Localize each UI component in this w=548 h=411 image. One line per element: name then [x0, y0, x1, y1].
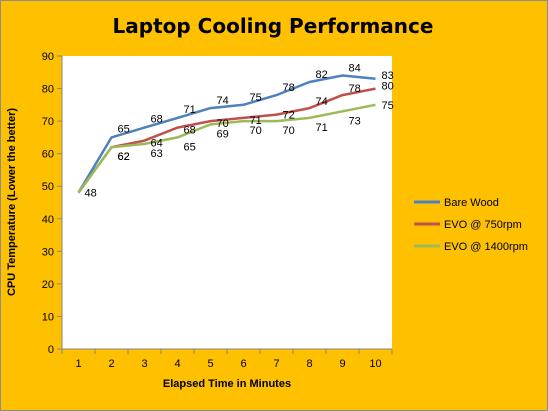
data-label: 82: [316, 69, 328, 81]
data-label: 75: [250, 92, 262, 104]
x-tick-label: 2: [108, 358, 114, 370]
data-label: 64: [151, 138, 163, 150]
y-tick-label: 0: [48, 344, 54, 356]
data-label: 62: [118, 151, 130, 163]
y-axis-title: CPU Temperature (Lower the better): [6, 108, 18, 296]
legend-label: Bare Wood: [444, 197, 499, 209]
x-axis-title: Elapsed Time in Minutes: [163, 378, 291, 390]
data-label: 62: [118, 151, 130, 163]
data-label: 84: [349, 63, 361, 75]
x-tick-label: 4: [174, 358, 180, 370]
data-label: 70: [250, 125, 262, 137]
y-tick-label: 70: [42, 116, 54, 128]
x-tick-label: 5: [207, 358, 213, 370]
data-label: 68: [151, 114, 163, 126]
series-layer: [77, 74, 376, 194]
legend: Bare Wood EVO @ 750rpm EVO @ 1400rpm: [414, 197, 528, 253]
data-label: 74: [316, 96, 328, 108]
y-tick-label: 90: [42, 51, 54, 63]
data-label: 72: [283, 110, 295, 122]
data-label: 71: [250, 115, 262, 127]
x-tick-label: 10: [369, 358, 381, 370]
x-tick-label: 9: [339, 358, 345, 370]
x-tick-label: 7: [273, 358, 279, 370]
y-tick-label: 40: [42, 214, 54, 226]
data-label: 71: [184, 104, 196, 116]
data-label: 48: [85, 188, 97, 200]
y-tick-label: 80: [42, 84, 54, 96]
plot-area: [62, 56, 392, 349]
data-label: 74: [217, 95, 229, 107]
series-line-evo-1400rpm: [77, 103, 376, 194]
y-tick-label: 30: [42, 246, 54, 258]
data-label: 73: [349, 115, 361, 127]
data-label: 71: [316, 122, 328, 134]
x-tick-label: 1: [75, 358, 81, 370]
x-tick-label: 6: [240, 358, 246, 370]
chart-title: Laptop Cooling Performance: [113, 14, 434, 38]
data-label: 83: [382, 70, 394, 82]
y-axis: 0 10 20 30 40 50 60 70 80 90: [42, 51, 63, 356]
data-label: 80: [382, 81, 394, 93]
x-tick-label: 8: [306, 358, 312, 370]
y-tick-label: 10: [42, 311, 54, 323]
legend-label: EVO @ 1400rpm: [444, 241, 528, 253]
data-label: 69: [217, 128, 229, 140]
x-tick-label: 3: [141, 358, 147, 370]
data-label: 70: [283, 125, 295, 137]
series-line-evo-750rpm: [77, 87, 376, 194]
data-label: 68: [184, 125, 196, 137]
data-label: 78: [283, 82, 295, 94]
data-label: 78: [349, 83, 361, 95]
y-tick-label: 20: [42, 279, 54, 291]
legend-label: EVO @ 750rpm: [444, 219, 522, 231]
series-line-bare-wood: [77, 74, 376, 194]
data-label: 65: [184, 141, 196, 153]
data-label: 75: [382, 100, 394, 112]
y-tick-label: 50: [42, 181, 54, 193]
y-tick-label: 60: [42, 149, 54, 161]
data-label: 65: [118, 123, 130, 135]
data-label: 70: [217, 118, 229, 130]
data-label: 63: [151, 148, 163, 160]
x-axis: 1 2 3 4 5 6 7 8 9 10: [61, 348, 393, 370]
